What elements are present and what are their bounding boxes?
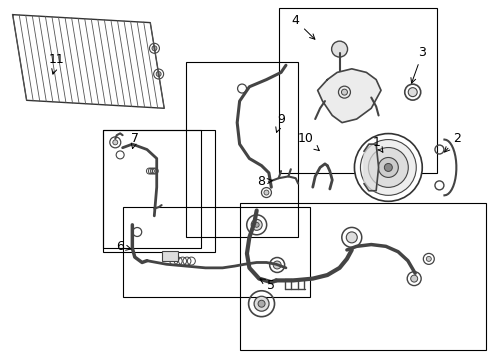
Bar [103, 130, 200, 248]
Text: 8: 8 [257, 175, 272, 188]
Circle shape [360, 140, 415, 195]
Text: 6: 6 [116, 240, 131, 253]
Circle shape [152, 46, 157, 51]
Polygon shape [363, 144, 378, 191]
Circle shape [341, 89, 347, 95]
Circle shape [354, 134, 421, 201]
Circle shape [153, 69, 163, 79]
Bar [239, 203, 485, 350]
Bar [278, 8, 436, 173]
Text: 3: 3 [410, 46, 426, 83]
Text: 1: 1 [371, 136, 382, 152]
Circle shape [384, 163, 391, 171]
Bar [103, 130, 215, 252]
Text: 7: 7 [130, 132, 139, 149]
Circle shape [346, 232, 357, 243]
Text: 9: 9 [275, 113, 285, 132]
Bar [122, 207, 310, 297]
Circle shape [156, 72, 161, 77]
Polygon shape [317, 69, 380, 123]
Text: 11: 11 [49, 53, 64, 74]
Text: 4: 4 [291, 14, 314, 39]
Circle shape [410, 275, 417, 282]
Text: 5: 5 [260, 279, 275, 292]
Circle shape [251, 219, 262, 230]
Text: 2: 2 [444, 132, 460, 152]
Circle shape [367, 148, 407, 187]
Circle shape [264, 190, 268, 195]
Circle shape [331, 41, 347, 57]
Circle shape [407, 87, 416, 96]
Circle shape [254, 222, 259, 227]
Circle shape [254, 296, 268, 311]
Bar [161, 251, 177, 261]
Text: 10: 10 [297, 132, 319, 150]
Circle shape [273, 261, 281, 269]
Circle shape [378, 157, 398, 177]
Circle shape [113, 140, 118, 145]
Circle shape [426, 256, 430, 261]
Circle shape [149, 43, 159, 53]
Bar [185, 62, 298, 237]
Circle shape [258, 300, 264, 307]
